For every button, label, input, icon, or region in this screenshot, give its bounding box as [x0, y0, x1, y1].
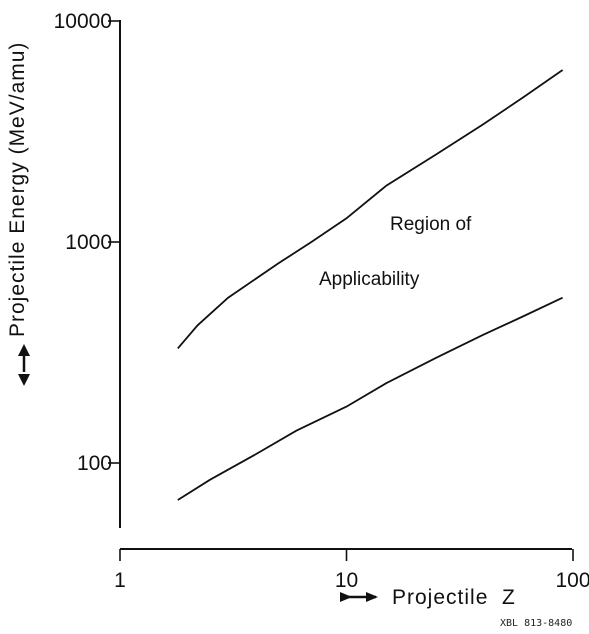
series-group: [177, 69, 564, 501]
annotation-region: Region of: [390, 214, 472, 235]
x-tick-label: 100: [555, 569, 589, 592]
x-axis-title: Projectile Z: [392, 586, 516, 609]
y-tick-label: 10000: [54, 10, 112, 33]
annotation-applicability: Applicability: [319, 269, 420, 290]
catalog-number: XBL 813-8480: [500, 618, 572, 629]
x-axis-arrow-icon: [340, 592, 378, 602]
lower-boundary-line: [177, 296, 563, 501]
y-axis-title: Projectile Energy (MeV/amu): [6, 42, 29, 337]
y-tick-label: 100: [77, 452, 112, 475]
x-tick-label: 10: [335, 569, 358, 592]
y-ticks: 100 1000 10000: [54, 10, 120, 475]
y-tick-label: 1000: [65, 231, 112, 254]
upper-boundary-line: [177, 69, 564, 349]
x-ticks: 1 10 100: [114, 549, 589, 592]
x-tick-label: 1: [114, 569, 126, 592]
y-axis-arrow-icon: [18, 344, 30, 386]
